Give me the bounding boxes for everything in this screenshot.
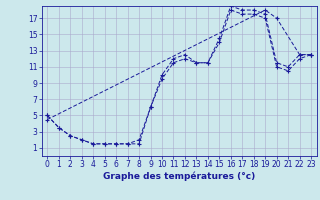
X-axis label: Graphe des températures (°c): Graphe des températures (°c) bbox=[103, 172, 255, 181]
